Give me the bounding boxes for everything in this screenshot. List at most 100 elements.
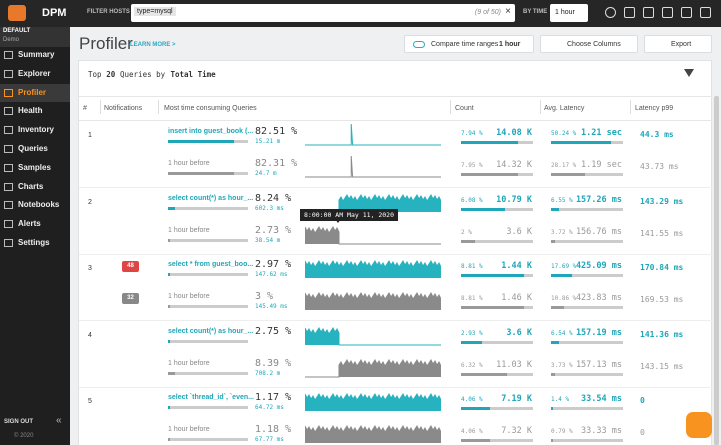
column-divider <box>630 100 631 114</box>
progress-track <box>551 274 623 277</box>
nav-item[interactable]: Alerts <box>18 219 41 229</box>
bell-icon[interactable] <box>662 7 673 18</box>
progress-fill <box>551 439 553 442</box>
chat-button[interactable] <box>686 412 712 438</box>
compare-button[interactable]: Compare time ranges 1 hour <box>404 35 534 53</box>
nav-item[interactable]: Queries <box>18 144 48 153</box>
progress-track <box>461 173 533 176</box>
scrollbar <box>714 96 719 445</box>
query-text[interactable]: select count(*) as hour_... <box>168 194 254 202</box>
time-share: 8.39 % <box>255 357 292 369</box>
notification-badge[interactable]: 32 <box>122 293 139 304</box>
time-label: BY TIME <box>523 9 548 15</box>
card-title: Queries by <box>120 70 166 79</box>
clear-filter[interactable]: × <box>505 6 511 17</box>
nav-icon <box>4 107 13 116</box>
progress-track <box>551 407 623 410</box>
nav-item[interactable]: Samples <box>18 162 51 172</box>
nav-item[interactable]: Settings <box>18 238 50 247</box>
column-header[interactable]: Avg. Latency <box>544 105 585 112</box>
sparkline <box>305 260 441 278</box>
sign-out[interactable]: SIGN OUT <box>4 419 34 425</box>
progress-track <box>168 238 248 242</box>
refresh-icon[interactable] <box>605 7 616 18</box>
progress-track <box>551 372 623 376</box>
progress-track <box>168 172 248 175</box>
column-divider <box>100 100 101 114</box>
nav-item[interactable]: Notebooks <box>18 200 60 210</box>
row-line <box>79 253 712 255</box>
query-text[interactable]: insert into guest_book (... <box>168 128 254 135</box>
query-text[interactable]: select * from guest_boo... <box>168 261 254 268</box>
progress-fill <box>461 173 519 176</box>
nav-active <box>0 83 70 102</box>
progress-fill <box>168 172 234 175</box>
column-divider <box>158 100 159 114</box>
total-time: 67.77 ms <box>255 436 284 443</box>
latency-share: 6.54 % <box>551 329 573 337</box>
latency-share: 3.72 % <box>551 228 573 236</box>
header-line <box>79 96 712 97</box>
sparkline-path <box>305 193 441 212</box>
count: 1.46 K <box>501 293 532 303</box>
progress-fill <box>461 306 525 309</box>
column-header[interactable]: Most time consuming Queries <box>164 105 257 112</box>
progress-track <box>168 305 248 308</box>
progress-track <box>551 239 623 243</box>
nav-icon <box>4 239 13 247</box>
latency: 423.83 ms <box>575 293 622 303</box>
count: 3.6 K <box>506 327 532 338</box>
columns-button[interactable]: Choose Columns <box>540 35 638 53</box>
count-share: 2 % <box>461 228 472 236</box>
help-icon[interactable] <box>681 7 692 18</box>
progress-fill <box>168 339 171 343</box>
rank: 1 <box>88 132 92 139</box>
export-button[interactable]: Export <box>644 35 712 53</box>
query-text[interactable]: select `thread_id`, `even... <box>168 394 254 401</box>
card-title: Total Time <box>170 70 216 79</box>
progress-track <box>461 274 533 277</box>
progress-track <box>551 340 623 344</box>
notification-badge[interactable]: 48 <box>122 261 139 272</box>
filter-box[interactable]: type=mysql (9 of 50) × <box>131 4 515 22</box>
nav-item[interactable]: Charts <box>18 181 44 191</box>
column-header[interactable]: # <box>83 105 87 112</box>
nav-icon <box>4 220 13 229</box>
nav-item[interactable]: Explorer <box>18 68 51 78</box>
count-share: 4.06 % <box>461 396 483 403</box>
nav-item[interactable]: Summary <box>18 50 55 59</box>
sparkline <box>305 326 441 345</box>
latency: 157.26 ms <box>575 194 622 205</box>
time-select[interactable]: 1 hour <box>550 4 588 22</box>
collapse[interactable]: « <box>56 415 62 426</box>
tooltip: 8:00:00 AM May 11, 2020 <box>300 209 399 221</box>
query-text[interactable]: select count(*) as hour_... <box>168 327 254 335</box>
sparkline-path <box>305 393 441 411</box>
progress-fill <box>461 274 525 277</box>
progress-track <box>168 438 248 441</box>
progress-fill <box>551 372 556 376</box>
pulse-icon[interactable] <box>624 7 635 18</box>
count: 14.32 K <box>496 160 532 170</box>
filter-icon[interactable] <box>684 69 694 77</box>
column-header[interactable]: Latency p99 <box>635 105 674 112</box>
learn-more[interactable]: LEARN MORE > <box>130 42 176 48</box>
nav-item[interactable]: Inventory <box>18 125 55 135</box>
progress-track <box>168 206 248 210</box>
product-name: DPM <box>42 7 67 19</box>
nav-item[interactable]: Profiler <box>18 87 47 97</box>
total-time: 147.62 ms <box>255 271 288 278</box>
total-time: 38.54 m <box>255 236 281 244</box>
time-share: 3 % <box>255 291 274 302</box>
column-divider <box>540 100 541 114</box>
latency: 156.76 ms <box>575 226 622 237</box>
total-time: 145.49 ms <box>255 303 288 310</box>
column-header[interactable]: Notifications <box>104 105 143 112</box>
sparkline <box>305 358 441 377</box>
count: 1.44 K <box>501 261 532 271</box>
column-header[interactable]: Count <box>455 105 474 112</box>
nav-item[interactable]: Health <box>18 106 43 116</box>
nav-icon <box>4 69 13 78</box>
expand-icon[interactable] <box>700 7 711 18</box>
share-icon[interactable] <box>643 7 654 18</box>
